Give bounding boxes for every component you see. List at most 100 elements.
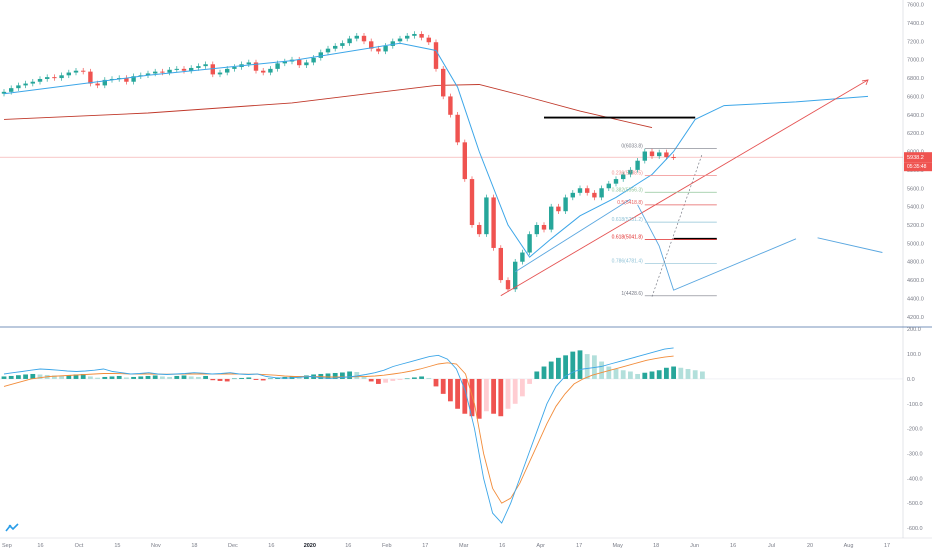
time-axis-tick-label: 16 <box>268 543 274 549</box>
candle-body <box>426 37 431 43</box>
candle-body <box>513 261 518 290</box>
price-axis-tick-label: 7200.0 <box>907 39 924 45</box>
candle-body <box>253 62 259 71</box>
candle-body <box>642 151 647 161</box>
macd-histogram-bar <box>80 373 86 379</box>
macd-histogram-bar <box>239 377 244 379</box>
macd-histogram-bar <box>1 376 7 379</box>
macd-histogram-bar <box>527 378 532 384</box>
candle-body <box>412 33 417 36</box>
price-axis-tick-label: 4200.0 <box>907 315 924 321</box>
macd-histogram-bar <box>145 375 151 379</box>
price-axis-tick-label: 5000.0 <box>907 241 924 247</box>
macd-histogram-bar <box>556 357 561 379</box>
macd-histogram-bar <box>66 375 72 379</box>
macd-histogram-bar <box>138 376 144 379</box>
macd-histogram-bar <box>455 378 460 409</box>
macd-histogram-bar <box>577 350 583 379</box>
candle-body <box>88 71 93 84</box>
candle-body <box>66 72 71 76</box>
macd-histogram-bar <box>160 376 165 379</box>
candle-body <box>73 70 79 73</box>
price-axis-tick-label: 6800.0 <box>907 76 924 82</box>
candle-body <box>261 70 266 73</box>
macd-axis-tick-label: 0.0 <box>907 377 915 383</box>
candle-body <box>570 192 575 198</box>
fast-moving-average-line <box>3 42 674 258</box>
candle-body <box>498 247 503 281</box>
candle-body <box>491 197 496 248</box>
time-axis-tick-label: 17 <box>884 543 890 549</box>
macd-histogram-bar <box>649 371 655 379</box>
macd-histogram-bar <box>37 374 43 379</box>
price-axis-tick-label: 5400.0 <box>907 205 924 211</box>
candle-body <box>448 96 453 115</box>
macd-histogram-bar <box>491 378 496 414</box>
macd-histogram-bar <box>109 376 115 379</box>
macd-histogram-bar <box>224 378 230 382</box>
fib-level-label: 0.382(5556.3) <box>612 187 643 193</box>
price-axis-tick-label: 5600.0 <box>907 186 924 192</box>
macd-histogram-bar <box>268 378 273 380</box>
macd-histogram-bar <box>584 354 590 379</box>
macd-histogram-bar <box>534 371 540 379</box>
time-axis-tick-label: 18 <box>653 543 659 549</box>
candle-body <box>462 142 467 180</box>
candle-body <box>282 61 287 64</box>
price-axis-tick-label: 7400.0 <box>907 21 924 27</box>
candle-body <box>153 71 158 74</box>
macd-histogram-bar <box>426 377 432 379</box>
price-axis-tick-label: 4400.0 <box>907 296 924 302</box>
macd-histogram-bar <box>174 375 180 379</box>
macd-histogram-bar <box>131 376 136 379</box>
macd-histogram-bar <box>332 372 338 379</box>
candle-body <box>102 79 107 86</box>
macd-histogram-bar <box>498 378 504 417</box>
candle-body <box>16 85 21 89</box>
macd-line <box>3 347 674 524</box>
candle-body <box>469 179 475 225</box>
macd-histogram-bar <box>383 378 388 383</box>
candle-body <box>325 48 331 53</box>
candle-body <box>563 197 568 212</box>
candle-body <box>606 183 611 189</box>
macd-histogram-bar <box>390 378 396 381</box>
candle-body <box>217 72 223 75</box>
candle-body <box>304 62 309 66</box>
price-axis-tick-label: 7000.0 <box>907 58 924 64</box>
fib-level-label: 1(4428.6) <box>621 291 643 297</box>
macd-histogram-bar <box>361 376 367 379</box>
candle-body <box>671 157 676 159</box>
candle-body <box>556 206 561 212</box>
candle-body <box>534 224 539 235</box>
last-price-badge <box>904 152 932 163</box>
macd-histogram-bar <box>340 372 345 379</box>
candle-body <box>232 67 237 69</box>
candle-body <box>167 69 172 73</box>
countdown-label: 05:35:48 <box>907 164 927 170</box>
candle-body <box>23 83 28 86</box>
macd-histogram-bar <box>246 377 252 379</box>
candle-body <box>369 41 374 49</box>
macd-histogram-bar <box>368 378 374 382</box>
candle-body <box>181 68 187 71</box>
fib-level-label: 0.618(5041.8) <box>612 235 643 241</box>
time-axis-tick-label: Aug <box>844 543 854 549</box>
macd-histogram-bar <box>275 377 280 379</box>
price-axis-tick-label: 5200.0 <box>907 223 924 229</box>
time-axis-tick-label: 18 <box>191 543 197 549</box>
time-axis-tick-label: 16 <box>345 543 351 549</box>
candle-body <box>484 197 489 235</box>
candle-body <box>340 43 345 46</box>
candle-body <box>433 42 439 69</box>
candle-body <box>649 151 655 157</box>
candle-body <box>160 71 165 73</box>
last-price-label: 5938.2 <box>907 155 924 161</box>
candle-body <box>131 76 136 82</box>
macd-axis-tick-label: -300.0 <box>907 452 923 458</box>
candle-body <box>657 152 662 157</box>
tradingview-logo[interactable] <box>5 523 19 532</box>
macd-histogram-bar <box>520 378 525 397</box>
